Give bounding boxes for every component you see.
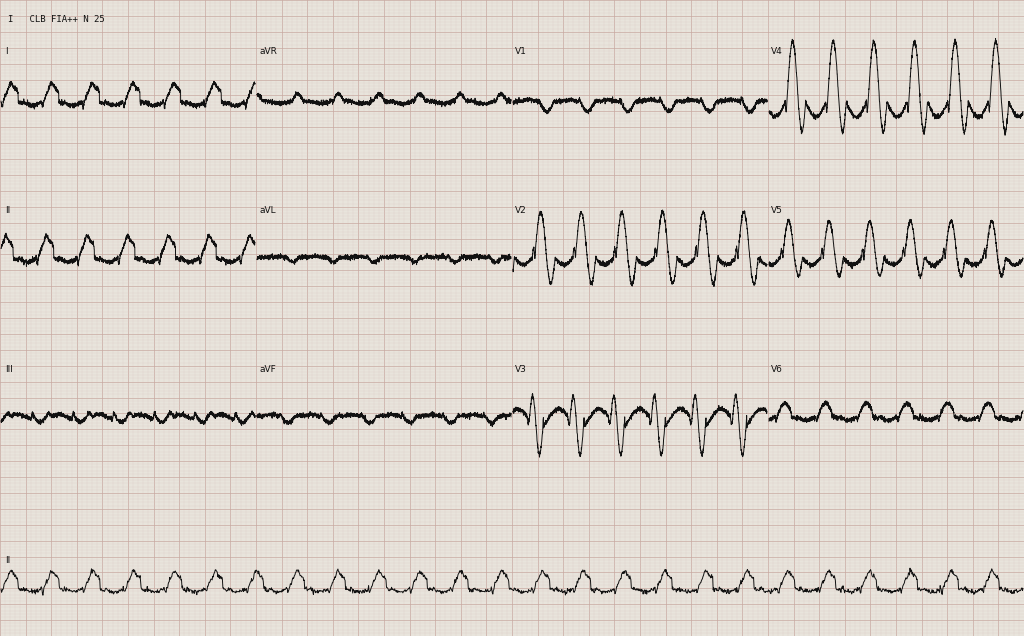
Text: aVF: aVF (259, 365, 275, 374)
Text: III: III (5, 365, 13, 374)
Text: V3: V3 (515, 365, 527, 374)
Text: II: II (5, 556, 10, 565)
Text: I: I (5, 47, 8, 56)
Text: V1: V1 (515, 47, 527, 56)
Text: I   CLB FIA++ N 25: I CLB FIA++ N 25 (8, 15, 104, 24)
Text: aVL: aVL (259, 206, 275, 215)
Text: V4: V4 (771, 47, 782, 56)
Text: V2: V2 (515, 206, 526, 215)
Text: V6: V6 (771, 365, 783, 374)
Text: aVR: aVR (259, 47, 276, 56)
Text: II: II (5, 206, 10, 215)
Text: V5: V5 (771, 206, 783, 215)
